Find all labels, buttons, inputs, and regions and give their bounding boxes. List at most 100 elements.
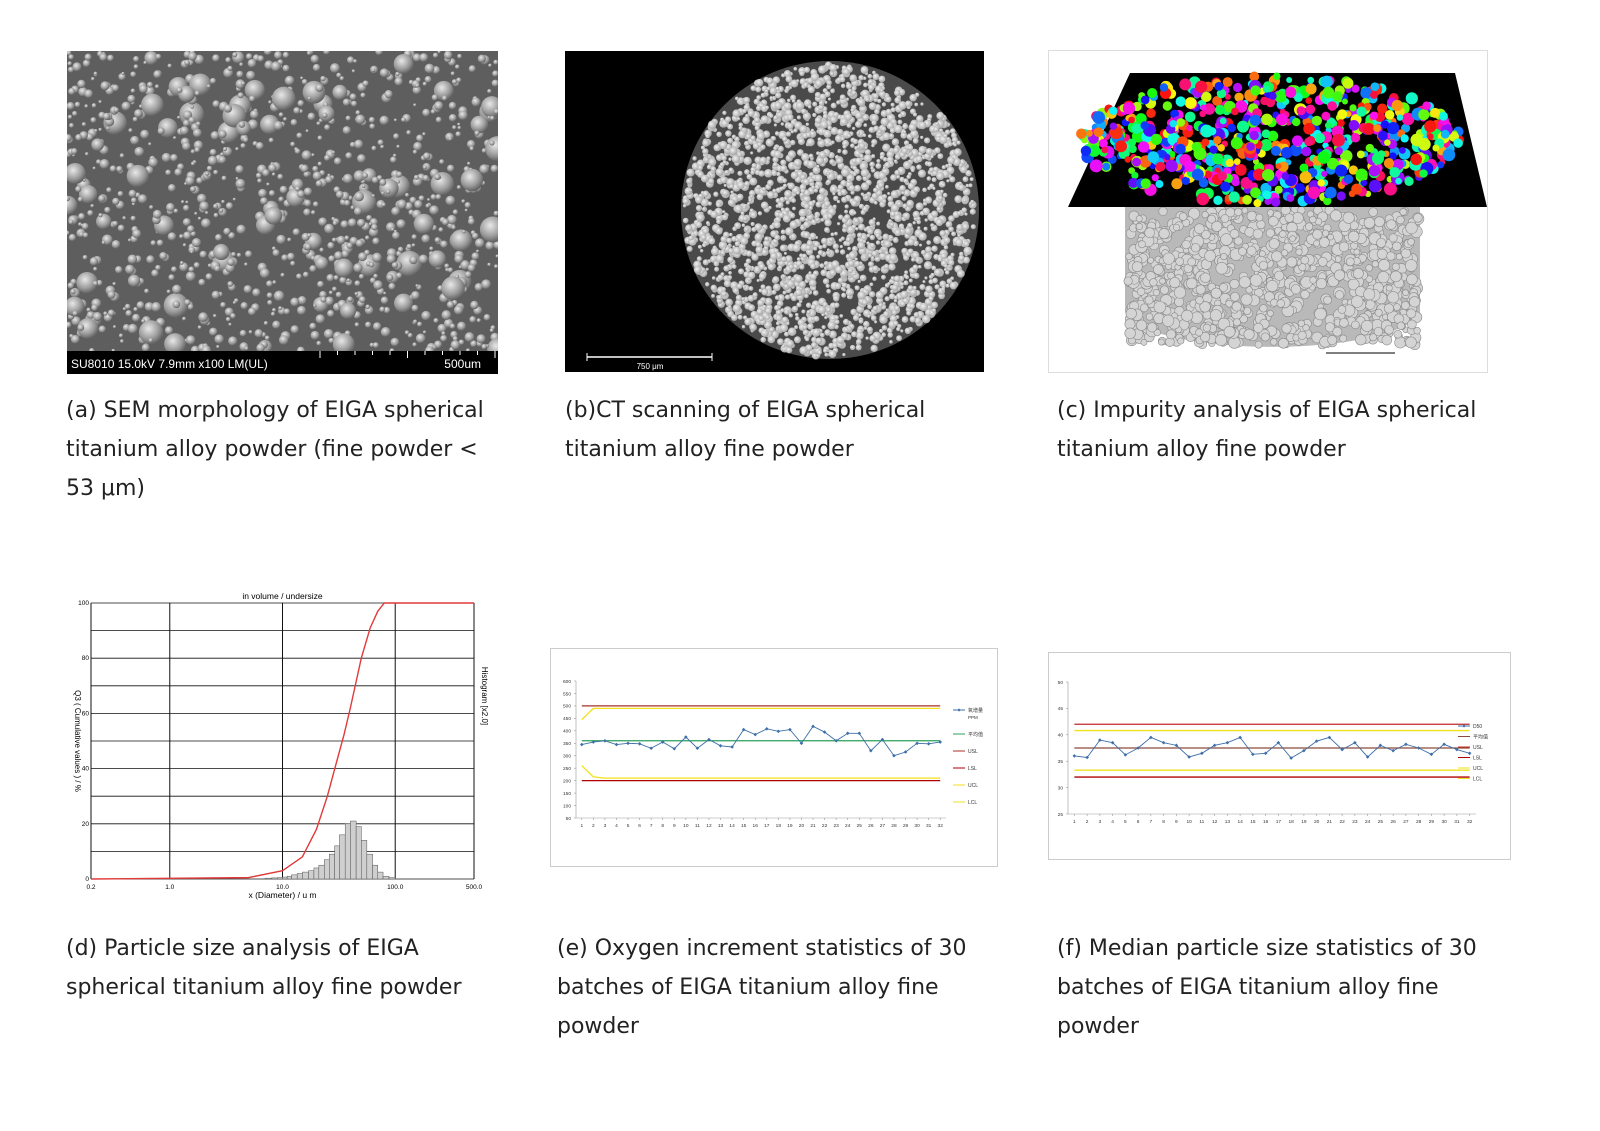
particle xyxy=(72,310,78,317)
particle xyxy=(212,100,220,108)
particle xyxy=(823,261,829,266)
particle xyxy=(820,269,828,277)
particle xyxy=(697,244,702,249)
particle xyxy=(467,218,475,225)
particle xyxy=(92,166,96,170)
particle xyxy=(1266,279,1279,292)
particle xyxy=(853,218,860,224)
particle xyxy=(775,314,783,322)
particle xyxy=(896,335,902,342)
particle xyxy=(773,123,777,127)
particle xyxy=(705,282,710,287)
particle xyxy=(748,190,756,197)
particle xyxy=(1175,143,1186,155)
particle xyxy=(470,115,489,134)
particle xyxy=(723,265,730,272)
particle xyxy=(839,244,843,249)
particle xyxy=(448,101,457,110)
particle xyxy=(956,140,961,145)
particle xyxy=(789,220,798,229)
particle xyxy=(881,332,887,337)
particle xyxy=(1427,133,1434,140)
particle xyxy=(189,186,196,193)
info-bar xyxy=(67,351,498,374)
particle xyxy=(758,263,766,270)
particle xyxy=(790,171,799,180)
chart-title: in volume / undersize xyxy=(242,591,323,601)
particle xyxy=(760,115,769,124)
particle xyxy=(447,214,457,225)
particle xyxy=(1184,97,1197,109)
particle xyxy=(1337,119,1345,127)
particle xyxy=(1202,323,1211,332)
particle xyxy=(70,288,76,295)
particle xyxy=(304,243,312,251)
particle xyxy=(793,158,802,167)
particle xyxy=(310,54,319,64)
particle xyxy=(1151,174,1159,182)
particle xyxy=(808,350,814,355)
particle xyxy=(182,110,193,120)
particle xyxy=(172,284,182,294)
particle xyxy=(818,187,826,195)
particle xyxy=(490,164,498,173)
particle xyxy=(901,195,907,201)
particle xyxy=(189,73,212,96)
particle xyxy=(824,227,830,233)
particle xyxy=(787,182,795,190)
particle xyxy=(494,264,498,269)
particle xyxy=(1275,113,1288,126)
particle xyxy=(1377,130,1388,141)
particle xyxy=(872,70,876,75)
particle xyxy=(817,350,822,355)
particle xyxy=(351,100,358,107)
particle xyxy=(776,327,780,331)
particle xyxy=(183,204,190,212)
particle xyxy=(741,250,745,254)
particle xyxy=(1281,323,1292,334)
particle xyxy=(738,126,743,131)
particle xyxy=(67,282,75,289)
particle xyxy=(485,136,498,162)
particle xyxy=(218,155,227,164)
particle xyxy=(801,253,807,259)
particle xyxy=(1274,270,1285,281)
particle xyxy=(284,75,295,86)
particle xyxy=(324,154,331,161)
particle xyxy=(354,322,360,327)
particle xyxy=(727,256,734,263)
particle xyxy=(1305,222,1314,231)
particle xyxy=(936,171,945,181)
particle xyxy=(107,290,116,299)
particle xyxy=(777,294,785,302)
particle xyxy=(891,309,898,316)
particle xyxy=(728,157,732,161)
particle xyxy=(884,250,889,255)
particle xyxy=(780,308,785,313)
particle xyxy=(412,149,418,155)
particle xyxy=(776,109,781,114)
particle xyxy=(1076,128,1087,139)
particle xyxy=(1238,276,1251,289)
particle xyxy=(836,128,844,136)
particle xyxy=(1289,144,1302,157)
particle xyxy=(1273,72,1281,80)
particle xyxy=(247,58,257,68)
particle xyxy=(361,184,366,188)
particle xyxy=(1215,334,1228,347)
histogram-bar xyxy=(372,864,379,880)
particle xyxy=(862,255,867,260)
particle xyxy=(707,178,715,185)
particle xyxy=(919,302,929,312)
particle xyxy=(68,219,74,225)
particle xyxy=(1261,168,1275,182)
particle xyxy=(702,190,710,198)
particle xyxy=(786,122,794,130)
particle xyxy=(1228,191,1240,203)
particle xyxy=(290,297,300,307)
particle xyxy=(453,305,464,315)
particle xyxy=(767,335,776,344)
particle xyxy=(736,193,744,201)
particle xyxy=(182,141,191,151)
particle xyxy=(328,337,335,344)
